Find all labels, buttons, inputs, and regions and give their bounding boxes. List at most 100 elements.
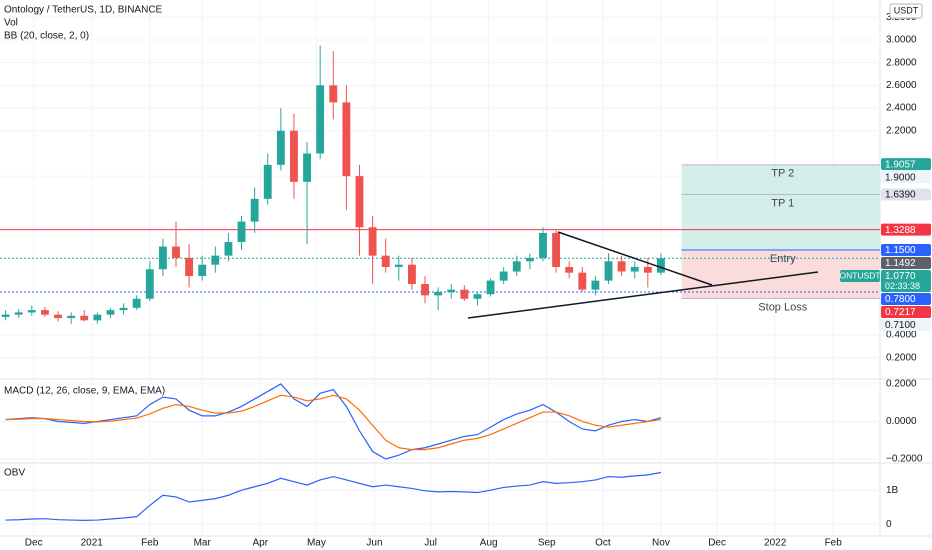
price-badge-label: 1.1500 <box>885 245 916 256</box>
symbol-badge <box>840 269 880 282</box>
candle-body <box>604 261 613 281</box>
x-tick-label: Jun <box>366 538 382 549</box>
price-badge <box>881 158 931 171</box>
trade-level-label: Entry <box>770 253 796 265</box>
y-tick-label: 2.6000 <box>886 80 917 91</box>
price-badge-label: 1.1492 <box>885 258 916 269</box>
x-tick-label: Aug <box>480 538 498 549</box>
y-tick-label: 2.8000 <box>886 57 917 68</box>
price-badge-label: 0.7217 <box>885 307 916 318</box>
price-badge <box>881 171 931 184</box>
candle-body <box>578 272 587 290</box>
x-tick-label: Nov <box>652 538 670 549</box>
x-tick-label: May <box>307 538 326 549</box>
price-badge <box>881 256 931 269</box>
profit-zone <box>681 164 880 251</box>
candle-body <box>407 264 416 285</box>
price-badge-timer: 02:33:38 <box>885 281 920 291</box>
y-tick-label: 2.2000 <box>886 125 917 136</box>
candle-body <box>591 280 600 290</box>
candle-body <box>460 289 469 299</box>
y-tick-label: 0.2000 <box>886 379 917 390</box>
price-badge-label: 1.6390 <box>885 190 916 201</box>
x-tick-label: Sep <box>538 538 556 549</box>
price-badge <box>881 292 931 305</box>
candle-body <box>54 314 62 319</box>
y-tick-label: 0 <box>886 519 892 530</box>
currency-badge[interactable] <box>889 3 923 19</box>
x-tick-label: Jul <box>424 538 437 549</box>
candle-body <box>263 164 272 199</box>
candle-body <box>552 232 561 267</box>
x-tick-label: Apr <box>252 538 268 549</box>
candle-body <box>132 298 141 308</box>
price-badge-label: 1.9057 <box>885 159 916 170</box>
candle-body <box>290 130 298 182</box>
price-badge <box>881 188 931 201</box>
symbol-title: Ontology / TetherUS, 1D, BINANCE <box>4 5 163 16</box>
candle-body <box>145 269 154 299</box>
candle-body <box>355 176 364 228</box>
candle-body <box>14 312 23 315</box>
candle-body <box>106 310 115 315</box>
candle-body <box>381 255 390 267</box>
x-tick-label: Dec <box>708 538 726 549</box>
x-tick-label: Oct <box>595 538 611 549</box>
price-badge <box>881 269 931 292</box>
price-badge-label: 1.0770 <box>885 271 916 282</box>
trade-level-label: TP 2 <box>771 168 794 180</box>
price-badge-label: 1.9000 <box>885 172 916 183</box>
y-tick-label: 3.0000 <box>886 35 917 46</box>
candle-body <box>630 266 639 272</box>
candle-body <box>565 266 574 273</box>
price-badge <box>881 318 931 331</box>
candle-body <box>657 258 665 273</box>
price-badge <box>881 305 931 318</box>
trade-level-label: TP 1 <box>771 197 794 209</box>
x-tick-label: Mar <box>194 538 212 549</box>
candle-body <box>224 242 233 256</box>
y-tick-label: 2.4000 <box>886 103 917 114</box>
candle-body <box>486 280 495 295</box>
bb-label: BB (20, close, 2, 0) <box>4 31 89 42</box>
trend-line <box>467 271 819 319</box>
price-badge <box>881 223 931 236</box>
symbol-badge-label: ONTUSDT <box>839 271 880 281</box>
x-tick-label: 2022 <box>764 538 787 549</box>
currency-label[interactable]: USDT <box>894 5 919 15</box>
obv-label: OBV <box>4 468 25 479</box>
candle-body <box>198 264 207 277</box>
candle-body <box>303 153 311 182</box>
candle-body <box>539 232 547 258</box>
candle-body <box>447 289 456 292</box>
candle-body <box>211 255 220 265</box>
candle-body <box>158 246 167 270</box>
candle-body <box>421 284 429 296</box>
candle-body <box>342 102 351 177</box>
x-tick-label: Dec <box>25 538 43 549</box>
candle-body <box>250 198 259 222</box>
candle-body <box>499 271 508 281</box>
indicator-line <box>5 383 662 460</box>
price-badge <box>881 243 931 256</box>
y-tick-label: 1B <box>886 485 899 496</box>
x-tick-label: Feb <box>141 538 159 549</box>
y-tick-label: 0.4000 <box>886 330 917 341</box>
candle-body <box>237 221 246 243</box>
candle-body <box>394 264 403 267</box>
candle-body <box>27 310 36 313</box>
y-tick-label: 0.2000 <box>886 352 917 363</box>
candle-body <box>617 261 626 272</box>
candle-body <box>643 266 652 273</box>
indicator-line <box>5 471 662 521</box>
candle-body <box>276 130 285 165</box>
candle-body <box>368 227 377 256</box>
candle-body <box>119 307 128 311</box>
y-tick-label: −0.2000 <box>886 454 923 465</box>
trade-level-label: Stop Loss <box>758 301 807 313</box>
candle-body <box>434 291 443 296</box>
x-tick-label: Feb <box>825 538 843 549</box>
candle-body <box>512 261 521 272</box>
